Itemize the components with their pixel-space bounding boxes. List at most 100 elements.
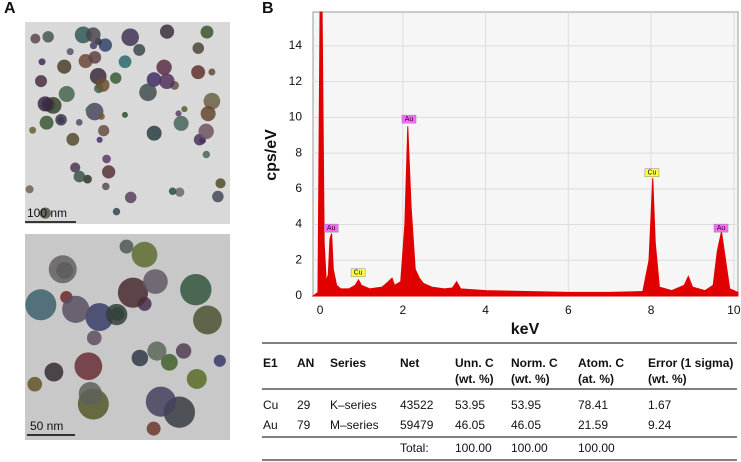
table-cell: 59479 xyxy=(400,418,434,432)
particle xyxy=(186,368,207,389)
x-tick-label: 10 xyxy=(727,303,741,317)
peak-label: Cu xyxy=(647,170,656,177)
table-cell: 100.00 xyxy=(455,441,492,455)
x-axis-title: keV xyxy=(511,321,540,338)
particle xyxy=(203,92,221,110)
table-header: E1 xyxy=(263,356,278,370)
particle xyxy=(118,55,132,69)
spectrum xyxy=(311,11,739,297)
particle xyxy=(160,353,178,371)
particle xyxy=(98,124,110,137)
y-tick-label: 8 xyxy=(295,145,302,159)
table-header: Atom. C xyxy=(578,356,624,370)
table-cell: 79 xyxy=(297,418,311,432)
table-header: Net xyxy=(400,356,419,370)
table-cell: 46.05 xyxy=(455,418,485,432)
particle xyxy=(198,123,214,140)
peak-label: Au xyxy=(717,225,726,232)
particle xyxy=(102,182,110,191)
x-tick-label: 2 xyxy=(399,303,406,317)
particle xyxy=(70,162,81,173)
particle xyxy=(181,105,188,113)
particle xyxy=(85,27,101,43)
table-cell: K–series xyxy=(330,398,377,412)
peak-label-box xyxy=(350,268,366,278)
particle xyxy=(38,58,46,66)
particle xyxy=(175,187,185,197)
particle xyxy=(119,239,134,254)
particle xyxy=(55,113,67,126)
particle xyxy=(98,113,105,120)
table-cell: 21.59 xyxy=(578,418,608,432)
particle xyxy=(112,207,121,216)
panel-label: A xyxy=(4,0,16,17)
particle xyxy=(146,421,161,436)
particle xyxy=(133,43,146,56)
table-header: Norm. C xyxy=(511,356,558,370)
table-header: Error (1 sigma) xyxy=(648,356,733,370)
particle xyxy=(74,352,103,381)
scale-label: 50 nm xyxy=(30,419,63,433)
table-total-label: Total: xyxy=(400,441,429,455)
particle xyxy=(146,72,162,87)
particle xyxy=(29,126,37,134)
particles xyxy=(25,24,226,436)
particle xyxy=(200,106,216,122)
particle xyxy=(98,38,112,52)
scale-label: 100 nm xyxy=(27,206,67,220)
particle xyxy=(25,185,34,194)
y-tick-label: 0 xyxy=(295,288,302,302)
table-cell: M–series xyxy=(330,418,379,432)
particle xyxy=(39,115,54,130)
table-cell: 1.67 xyxy=(648,398,672,412)
particle xyxy=(83,174,92,184)
x-tick-label: 4 xyxy=(482,303,489,317)
particle xyxy=(58,86,75,102)
peak-label: Au xyxy=(405,116,414,123)
particle xyxy=(124,191,137,204)
table-cell: 9.24 xyxy=(648,418,672,432)
particle xyxy=(85,303,114,332)
particle xyxy=(66,132,80,146)
particle xyxy=(105,303,128,326)
table-cell: 100.00 xyxy=(578,441,615,455)
peak-label-box xyxy=(713,223,729,233)
particle xyxy=(66,48,74,56)
particle xyxy=(208,68,216,76)
table-cell: 53.95 xyxy=(455,398,485,412)
table-cell: 29 xyxy=(297,398,311,412)
peak-label-box xyxy=(401,114,417,124)
y-tick-label: 14 xyxy=(289,38,303,52)
particle xyxy=(145,386,176,417)
particle xyxy=(146,125,162,141)
table-cell: 43522 xyxy=(400,398,434,412)
particle xyxy=(25,289,57,321)
particle xyxy=(159,24,175,39)
particle xyxy=(48,255,77,284)
particle xyxy=(173,115,189,131)
x-tick-label: 6 xyxy=(565,303,572,317)
peak-label: Cu xyxy=(354,270,363,277)
particle xyxy=(131,241,158,268)
table-header: (wt. %) xyxy=(455,372,494,386)
particle xyxy=(131,349,149,367)
particle xyxy=(39,207,51,219)
particle xyxy=(215,178,226,189)
table-header: (at. %) xyxy=(578,372,614,386)
y-tick-label: 6 xyxy=(295,181,302,195)
particle xyxy=(156,59,172,75)
particle xyxy=(102,165,116,179)
particle xyxy=(75,119,83,126)
particle xyxy=(121,28,139,47)
table-cell: Cu xyxy=(263,398,278,412)
y-axis-title: cps/eV xyxy=(263,129,280,181)
particle xyxy=(175,343,192,359)
particle xyxy=(96,136,103,143)
particle xyxy=(35,75,47,88)
particle xyxy=(193,305,222,335)
table-cell: 100.00 xyxy=(511,441,548,455)
particle xyxy=(88,51,102,64)
table-header: (wt. %) xyxy=(648,372,687,386)
particle xyxy=(78,382,102,406)
particle xyxy=(121,111,128,118)
